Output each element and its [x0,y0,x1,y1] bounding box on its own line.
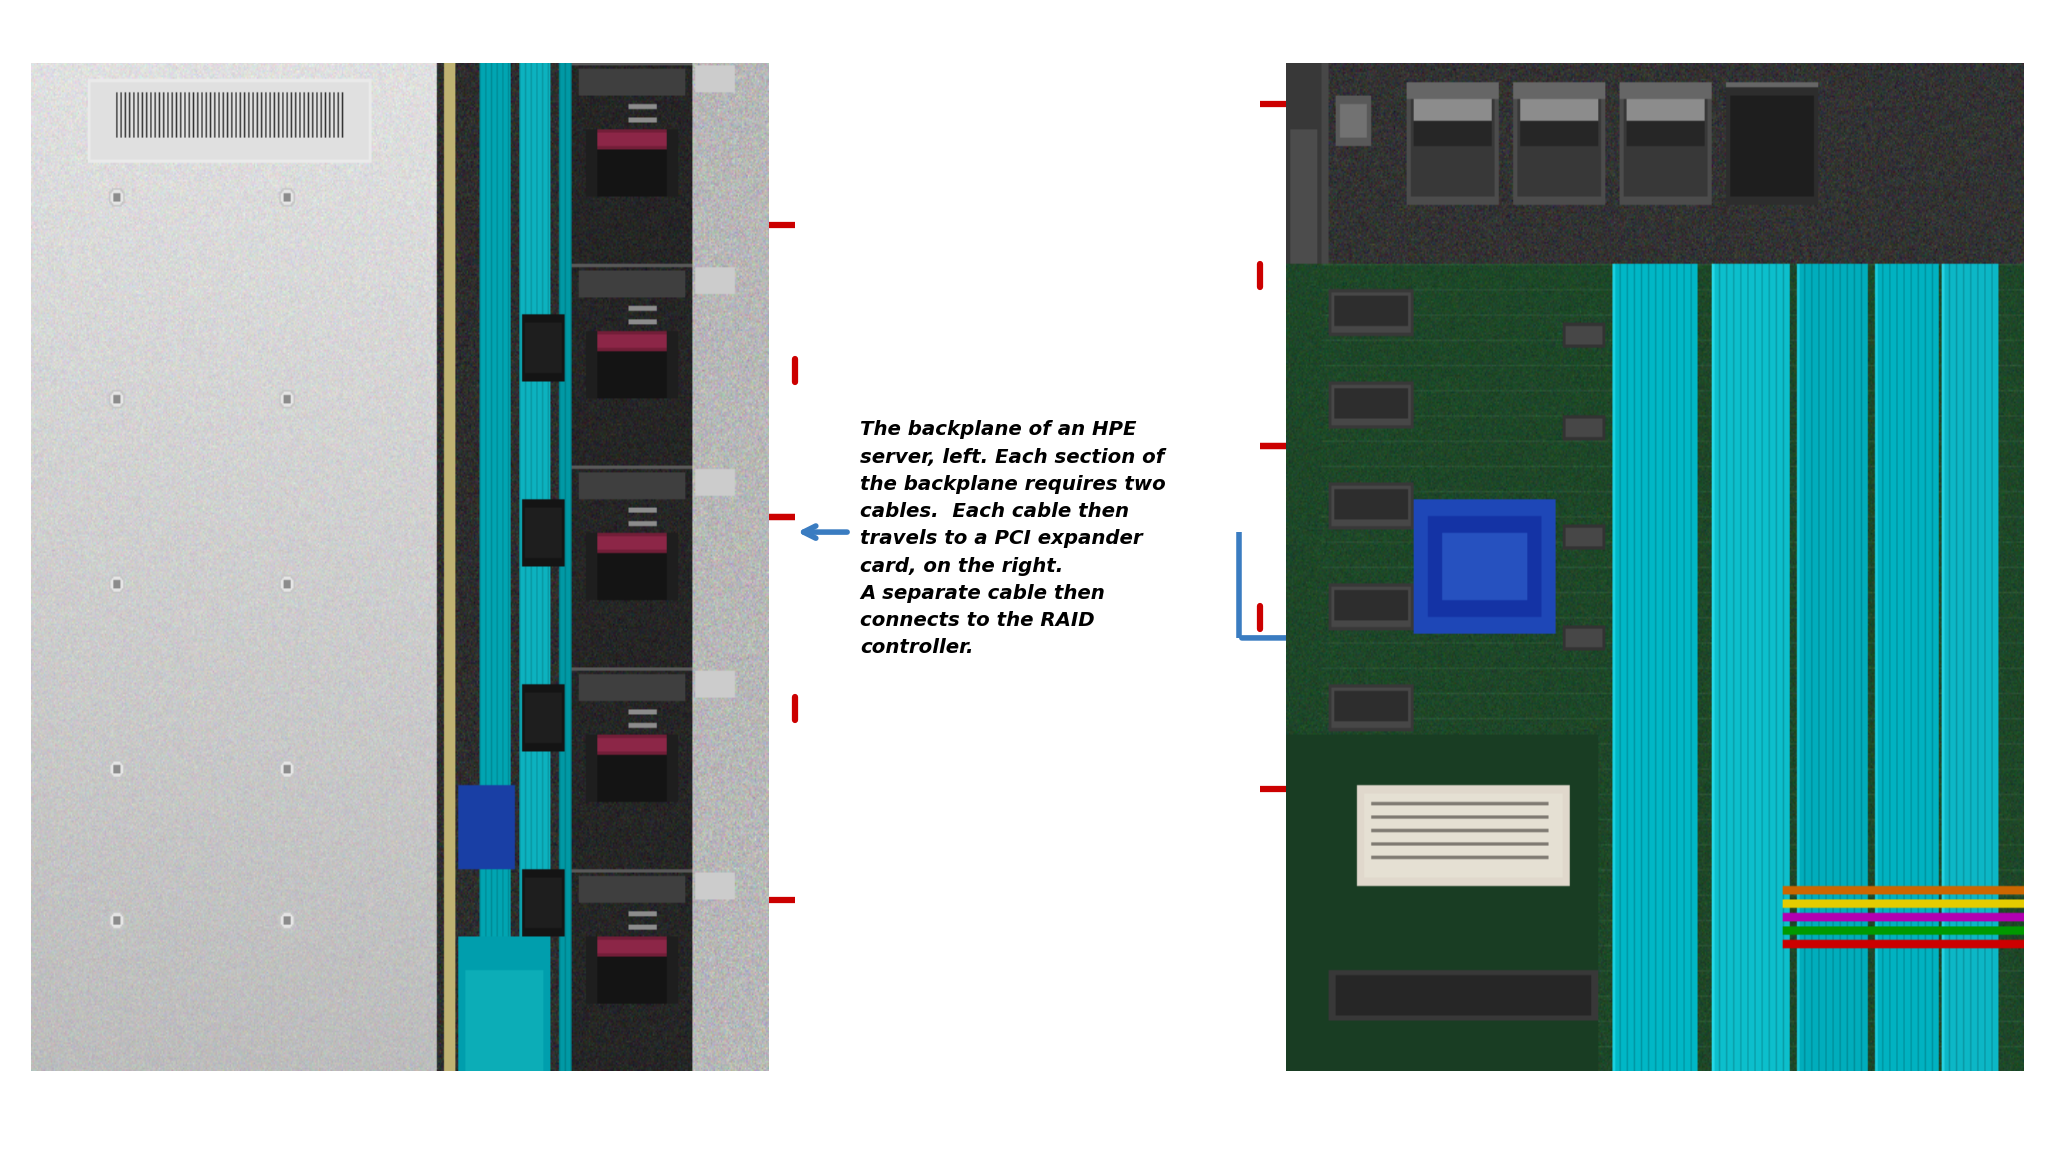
Text: The backplane of an HPE
server, left. Each section of
the backplane requires two: The backplane of an HPE server, left. Ea… [860,420,1165,658]
